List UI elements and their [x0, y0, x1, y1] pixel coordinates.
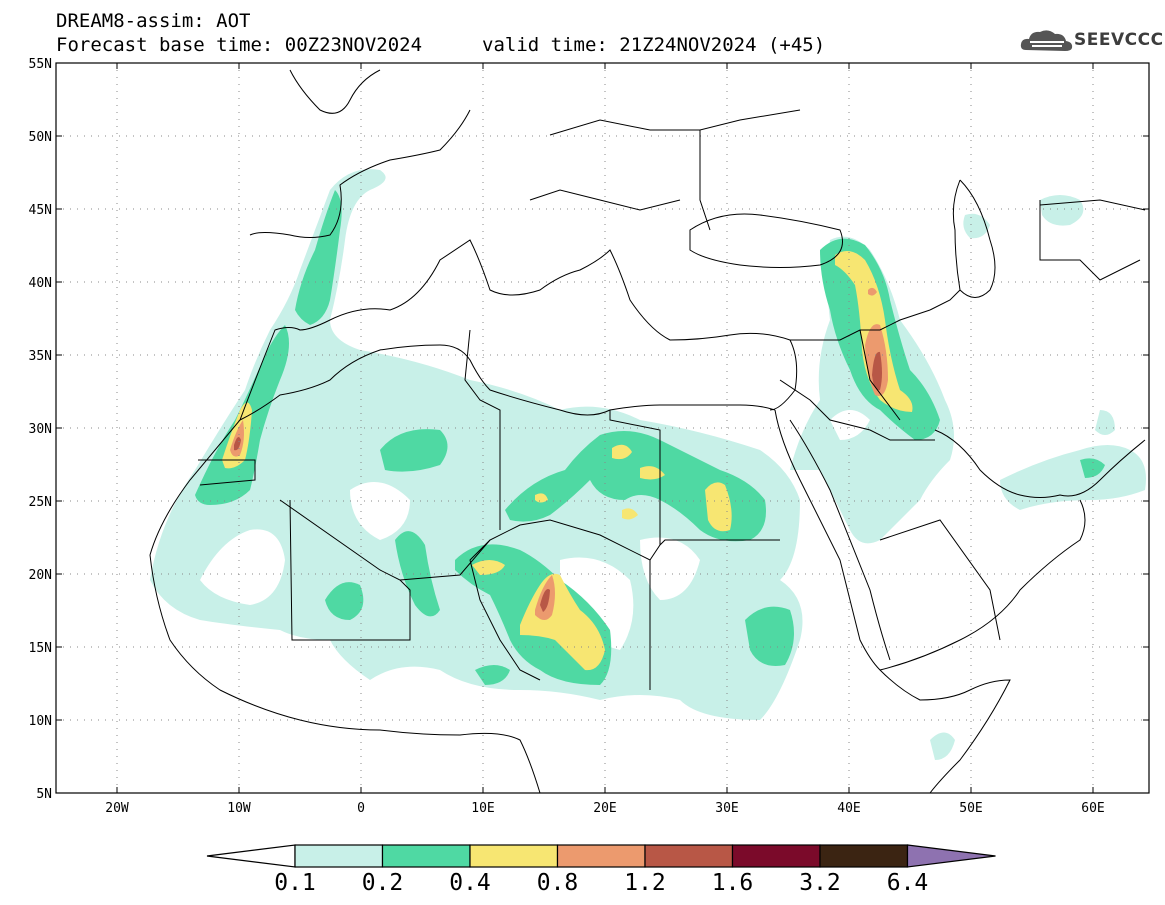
colorbar-label: 0.1	[274, 870, 316, 896]
lat-label: 15N	[29, 641, 52, 656]
map-grid	[56, 63, 1149, 793]
aot-level-0-holes	[200, 410, 870, 650]
lat-label: 5N	[36, 787, 52, 802]
latitude-labels: 55N 50N 45N 40N 35N 30N 25N 20N 15N 10N 5N	[29, 57, 52, 802]
logo-text: SEEVCCC	[1074, 30, 1164, 50]
base-time-label: Forecast base time: 00Z23NOV2024	[56, 34, 423, 56]
colorbar-label: 3.2	[799, 870, 841, 896]
lat-label: 50N	[29, 130, 52, 145]
colorbar-low-arrow	[206, 844, 296, 868]
colorbar	[206, 844, 996, 868]
colorbar-box	[381, 844, 471, 868]
lon-label: 40E	[837, 801, 860, 816]
colorbar-box	[731, 844, 821, 868]
lat-label: 20N	[29, 568, 52, 583]
lon-label: 60E	[1081, 801, 1104, 816]
lat-label: 45N	[29, 203, 52, 218]
valid-time-label: valid time: 21Z24NOV2024 (+45)	[482, 34, 826, 56]
lon-label: 10E	[471, 801, 494, 816]
map-title: DREAM8-assim: AOT	[56, 10, 251, 32]
aot-level-5	[234, 351, 882, 612]
aot-contours	[150, 169, 1146, 760]
lat-label: 35N	[29, 349, 52, 364]
lon-label: 20E	[593, 801, 616, 816]
colorbar-box	[819, 844, 909, 868]
lon-label: 10W	[227, 801, 251, 816]
lat-label: 55N	[29, 57, 52, 72]
colorbar-label: 1.2	[624, 870, 666, 896]
colorbar-label: 0.2	[361, 870, 404, 896]
lon-label: 30E	[715, 801, 738, 816]
longitude-labels: 20W 10W 0 10E 20E 30E 40E 50E 60E	[105, 801, 1104, 816]
cloud-logo-icon	[1020, 30, 1073, 51]
lat-label: 30N	[29, 422, 52, 437]
colorbar-label: 0.8	[536, 870, 579, 896]
colorbar-box	[556, 844, 646, 868]
colorbar-box	[644, 844, 734, 868]
colorbar-box	[294, 844, 384, 868]
lon-label: 50E	[959, 801, 982, 816]
axis-ticks	[56, 62, 1149, 794]
lat-label: 25N	[29, 495, 52, 510]
colorbar-label: 0.4	[449, 870, 491, 896]
lat-label: 40N	[29, 276, 52, 291]
colorbar-box	[469, 844, 559, 868]
lat-label: 10N	[29, 714, 52, 729]
coastlines-borders	[149, 69, 1146, 793]
colorbar-label: 6.4	[886, 870, 929, 896]
colorbar-label: 1.6	[711, 870, 754, 896]
lon-label: 20W	[105, 801, 129, 816]
lon-label: 0	[357, 801, 365, 816]
colorbar-high-arrow	[906, 844, 996, 868]
